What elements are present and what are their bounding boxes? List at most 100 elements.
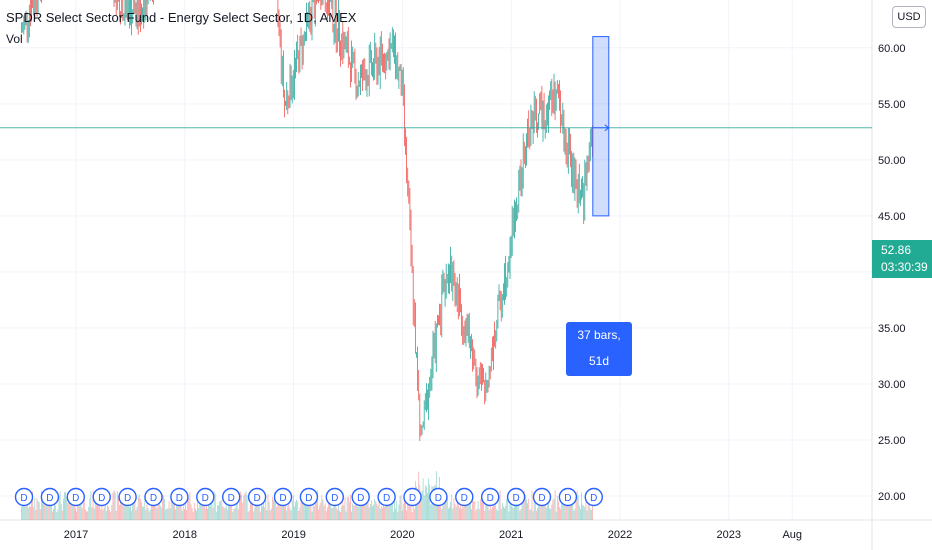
volume-bar xyxy=(404,500,405,520)
dividend-marker-label: D xyxy=(538,493,545,504)
volume-bar xyxy=(492,507,493,520)
volume-bar xyxy=(570,494,571,520)
dividend-marker-label: D xyxy=(98,493,105,504)
volume-bar xyxy=(188,498,190,520)
volume-bar xyxy=(530,509,532,520)
currency-button[interactable]: USD xyxy=(892,6,926,28)
volume-bar xyxy=(107,505,108,520)
volume-bar xyxy=(236,498,238,520)
volume-bar xyxy=(241,494,242,520)
volume-bar xyxy=(566,500,568,520)
measure-range-box xyxy=(592,36,610,217)
volume-bar xyxy=(560,508,561,520)
volume-bar xyxy=(307,502,308,520)
volume-bar xyxy=(386,498,388,520)
dividend-marker xyxy=(14,487,34,507)
volume-bar xyxy=(142,506,143,520)
volume-bar xyxy=(368,507,370,520)
volume-bar xyxy=(108,507,109,520)
volume-bar xyxy=(303,491,305,520)
volume-bar xyxy=(233,508,235,520)
volume-bar xyxy=(214,493,216,520)
volume-bar xyxy=(225,490,227,520)
x-tick-label: 2018 xyxy=(173,529,197,541)
volume-bar xyxy=(357,507,359,520)
volume-bar xyxy=(318,509,319,520)
volume-bar xyxy=(61,510,63,520)
volume-bar xyxy=(377,505,379,520)
volume-bar xyxy=(398,504,400,520)
volume-bar xyxy=(97,504,98,520)
volume-bar xyxy=(123,502,125,520)
volume-bar xyxy=(328,497,329,520)
volume-bar xyxy=(484,510,486,520)
volume-bar xyxy=(187,494,189,520)
volume-bar xyxy=(275,493,277,520)
volume-bar xyxy=(295,501,296,520)
volume-bar xyxy=(514,496,515,520)
volume-bar xyxy=(287,505,289,520)
volume-bar xyxy=(462,497,464,520)
volume-bar xyxy=(507,493,509,520)
dividend-marker xyxy=(325,487,344,507)
volume-bar xyxy=(361,502,362,520)
volume-bar xyxy=(263,490,264,520)
volume-bar xyxy=(41,490,42,520)
volume-bar xyxy=(130,495,131,520)
dividend-marker xyxy=(170,487,189,507)
volume-bar xyxy=(332,508,334,520)
volume-bar xyxy=(57,509,59,520)
volume-bar xyxy=(429,484,431,520)
dividend-marker xyxy=(299,487,319,507)
volume-bar xyxy=(539,494,541,520)
volume-bar xyxy=(558,500,559,520)
dividend-marker-label: D xyxy=(331,493,338,504)
volume-bar xyxy=(125,495,127,520)
volume-indicator-label[interactable]: Vol xyxy=(6,32,23,46)
volume-bar xyxy=(375,501,377,520)
volume-bar xyxy=(286,510,288,520)
volume-bar xyxy=(564,495,566,520)
volume-bar xyxy=(284,506,285,520)
volume-bar xyxy=(49,496,51,520)
volume-bar xyxy=(210,494,212,520)
volume-bar xyxy=(67,502,69,520)
volume-bar xyxy=(207,509,208,520)
measure-arrow-head xyxy=(604,124,610,132)
volume-bar xyxy=(170,499,172,520)
volume-bar xyxy=(88,506,90,520)
volume-bar xyxy=(116,491,118,520)
volume-bar xyxy=(153,497,154,520)
dividend-marker-label: D xyxy=(590,493,597,504)
volume-bar xyxy=(441,509,443,520)
volume-bar xyxy=(589,508,591,520)
dividend-marker xyxy=(481,487,500,507)
dividend-marker xyxy=(221,487,241,507)
volume-bar xyxy=(378,499,380,520)
volume-bar xyxy=(572,495,574,520)
volume-bar xyxy=(442,505,444,520)
volume-bar xyxy=(356,492,358,520)
volume-bar xyxy=(472,493,473,520)
volume-bar xyxy=(490,509,492,520)
volume-bar xyxy=(541,493,543,520)
volume-bar xyxy=(58,495,60,520)
volume-bar xyxy=(457,498,459,520)
volume-bar xyxy=(397,511,399,520)
volume-bar xyxy=(466,497,468,520)
volume-bar xyxy=(50,493,52,520)
volume-bar xyxy=(444,493,446,520)
dividend-marker-label: D xyxy=(383,493,390,504)
volume-bar xyxy=(113,490,115,520)
volume-bar xyxy=(206,496,207,520)
volume-bar xyxy=(445,493,447,520)
volume-bar xyxy=(208,502,209,520)
volume-bar xyxy=(379,508,381,520)
volume-bar xyxy=(555,511,557,520)
volume-bar xyxy=(44,495,46,520)
volume-bar xyxy=(374,499,376,520)
volume-bar xyxy=(324,503,326,520)
volume-bar xyxy=(308,506,310,520)
